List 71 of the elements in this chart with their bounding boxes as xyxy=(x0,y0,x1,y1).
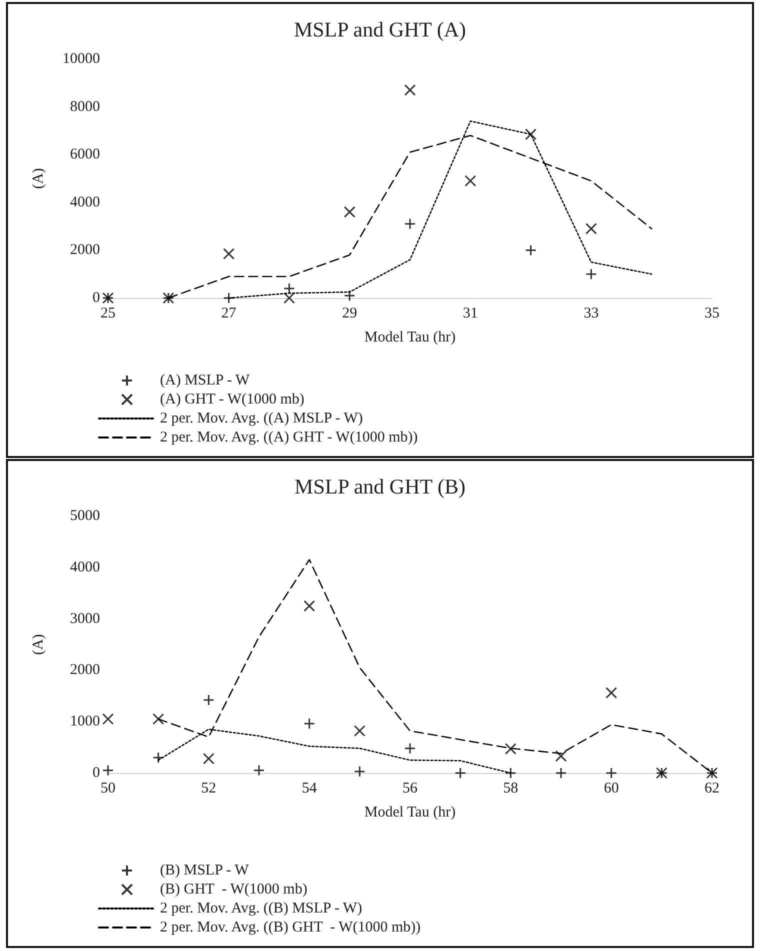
y-tick-label: 1000 xyxy=(70,714,100,730)
point xyxy=(152,752,164,764)
point xyxy=(555,750,567,762)
point xyxy=(525,128,537,140)
x-tick-label: 56 xyxy=(402,780,418,796)
legend-label: (A) GHT - W(1000 mb) xyxy=(160,392,304,408)
y-tick-label: 5000 xyxy=(70,508,100,524)
point xyxy=(464,175,476,187)
chart-title: MSLP and GHT (A) xyxy=(294,18,466,42)
legend-label: 2 per. Mov. Avg. ((B) GHT - W(1000 mb)) xyxy=(160,920,421,936)
x-tick-label: 31 xyxy=(462,306,478,322)
point xyxy=(202,694,214,706)
point xyxy=(606,687,618,699)
x-tick-label: 27 xyxy=(221,306,237,322)
y-tick-label: 0 xyxy=(92,765,100,781)
legend-label: 2 per. Mov. Avg. ((A) GHT - W(1000 mb)) xyxy=(160,430,418,446)
x-tick-label: 29 xyxy=(342,306,358,322)
point xyxy=(344,206,356,218)
y-tick-label: 10000 xyxy=(62,51,100,67)
y-axis-title: (A) xyxy=(30,634,46,655)
point xyxy=(504,743,516,755)
point xyxy=(404,84,416,96)
legend-label: 2 per. Mov. Avg. ((B) MSLP - W) xyxy=(160,900,362,916)
x-tick-label: 58 xyxy=(503,780,518,796)
point xyxy=(202,752,214,764)
x-axis-title: Model Tau (hr) xyxy=(364,330,456,346)
y-tick-label: 4000 xyxy=(70,194,100,210)
y-tick-label: 0 xyxy=(92,290,100,306)
x-tick-label: 52 xyxy=(201,780,216,796)
point xyxy=(354,725,366,737)
x-tick-label: 25 xyxy=(100,306,116,322)
chart-title: MSLP and GHT (B) xyxy=(294,474,466,498)
point xyxy=(354,766,366,778)
x-tick-label: 33 xyxy=(584,306,599,322)
point xyxy=(555,767,567,779)
x-tick-label: 60 xyxy=(604,780,619,796)
x-axis-title: Model Tau (hr) xyxy=(364,804,456,820)
y-axis-title: (A) xyxy=(30,168,46,189)
point xyxy=(253,764,265,776)
legend-label: (B) GHT - W(1000 mb) xyxy=(160,882,308,898)
point xyxy=(606,767,618,779)
point xyxy=(404,742,416,754)
y-tick-label: 8000 xyxy=(70,98,100,115)
y-tick-label: 6000 xyxy=(70,146,100,163)
point xyxy=(152,713,164,725)
point xyxy=(102,713,114,725)
point xyxy=(344,290,356,302)
point xyxy=(283,292,295,304)
x-tick-label: 50 xyxy=(100,780,116,796)
legend-label: (B) MSLP - W xyxy=(160,862,250,878)
point xyxy=(283,282,295,294)
point xyxy=(454,767,466,779)
legend-label: (A) MSLP - W xyxy=(160,372,250,388)
point xyxy=(223,292,235,304)
y-tick-label: 2000 xyxy=(70,662,100,678)
point xyxy=(585,268,597,280)
y-tick-label: 4000 xyxy=(70,559,100,576)
point xyxy=(404,218,416,230)
point xyxy=(102,764,114,776)
point xyxy=(304,600,316,612)
point xyxy=(504,767,516,779)
point xyxy=(304,718,316,730)
x-tick-label: 54 xyxy=(302,780,318,796)
point xyxy=(585,222,597,234)
point xyxy=(223,248,235,260)
x-tick-label: 62 xyxy=(704,780,720,796)
y-tick-label: 3000 xyxy=(70,610,100,627)
y-tick-label: 2000 xyxy=(70,242,100,258)
legend-label: 2 per. Mov. Avg. ((A) MSLP - W) xyxy=(160,410,363,426)
point xyxy=(525,244,537,256)
x-tick-label: 35 xyxy=(704,306,720,322)
